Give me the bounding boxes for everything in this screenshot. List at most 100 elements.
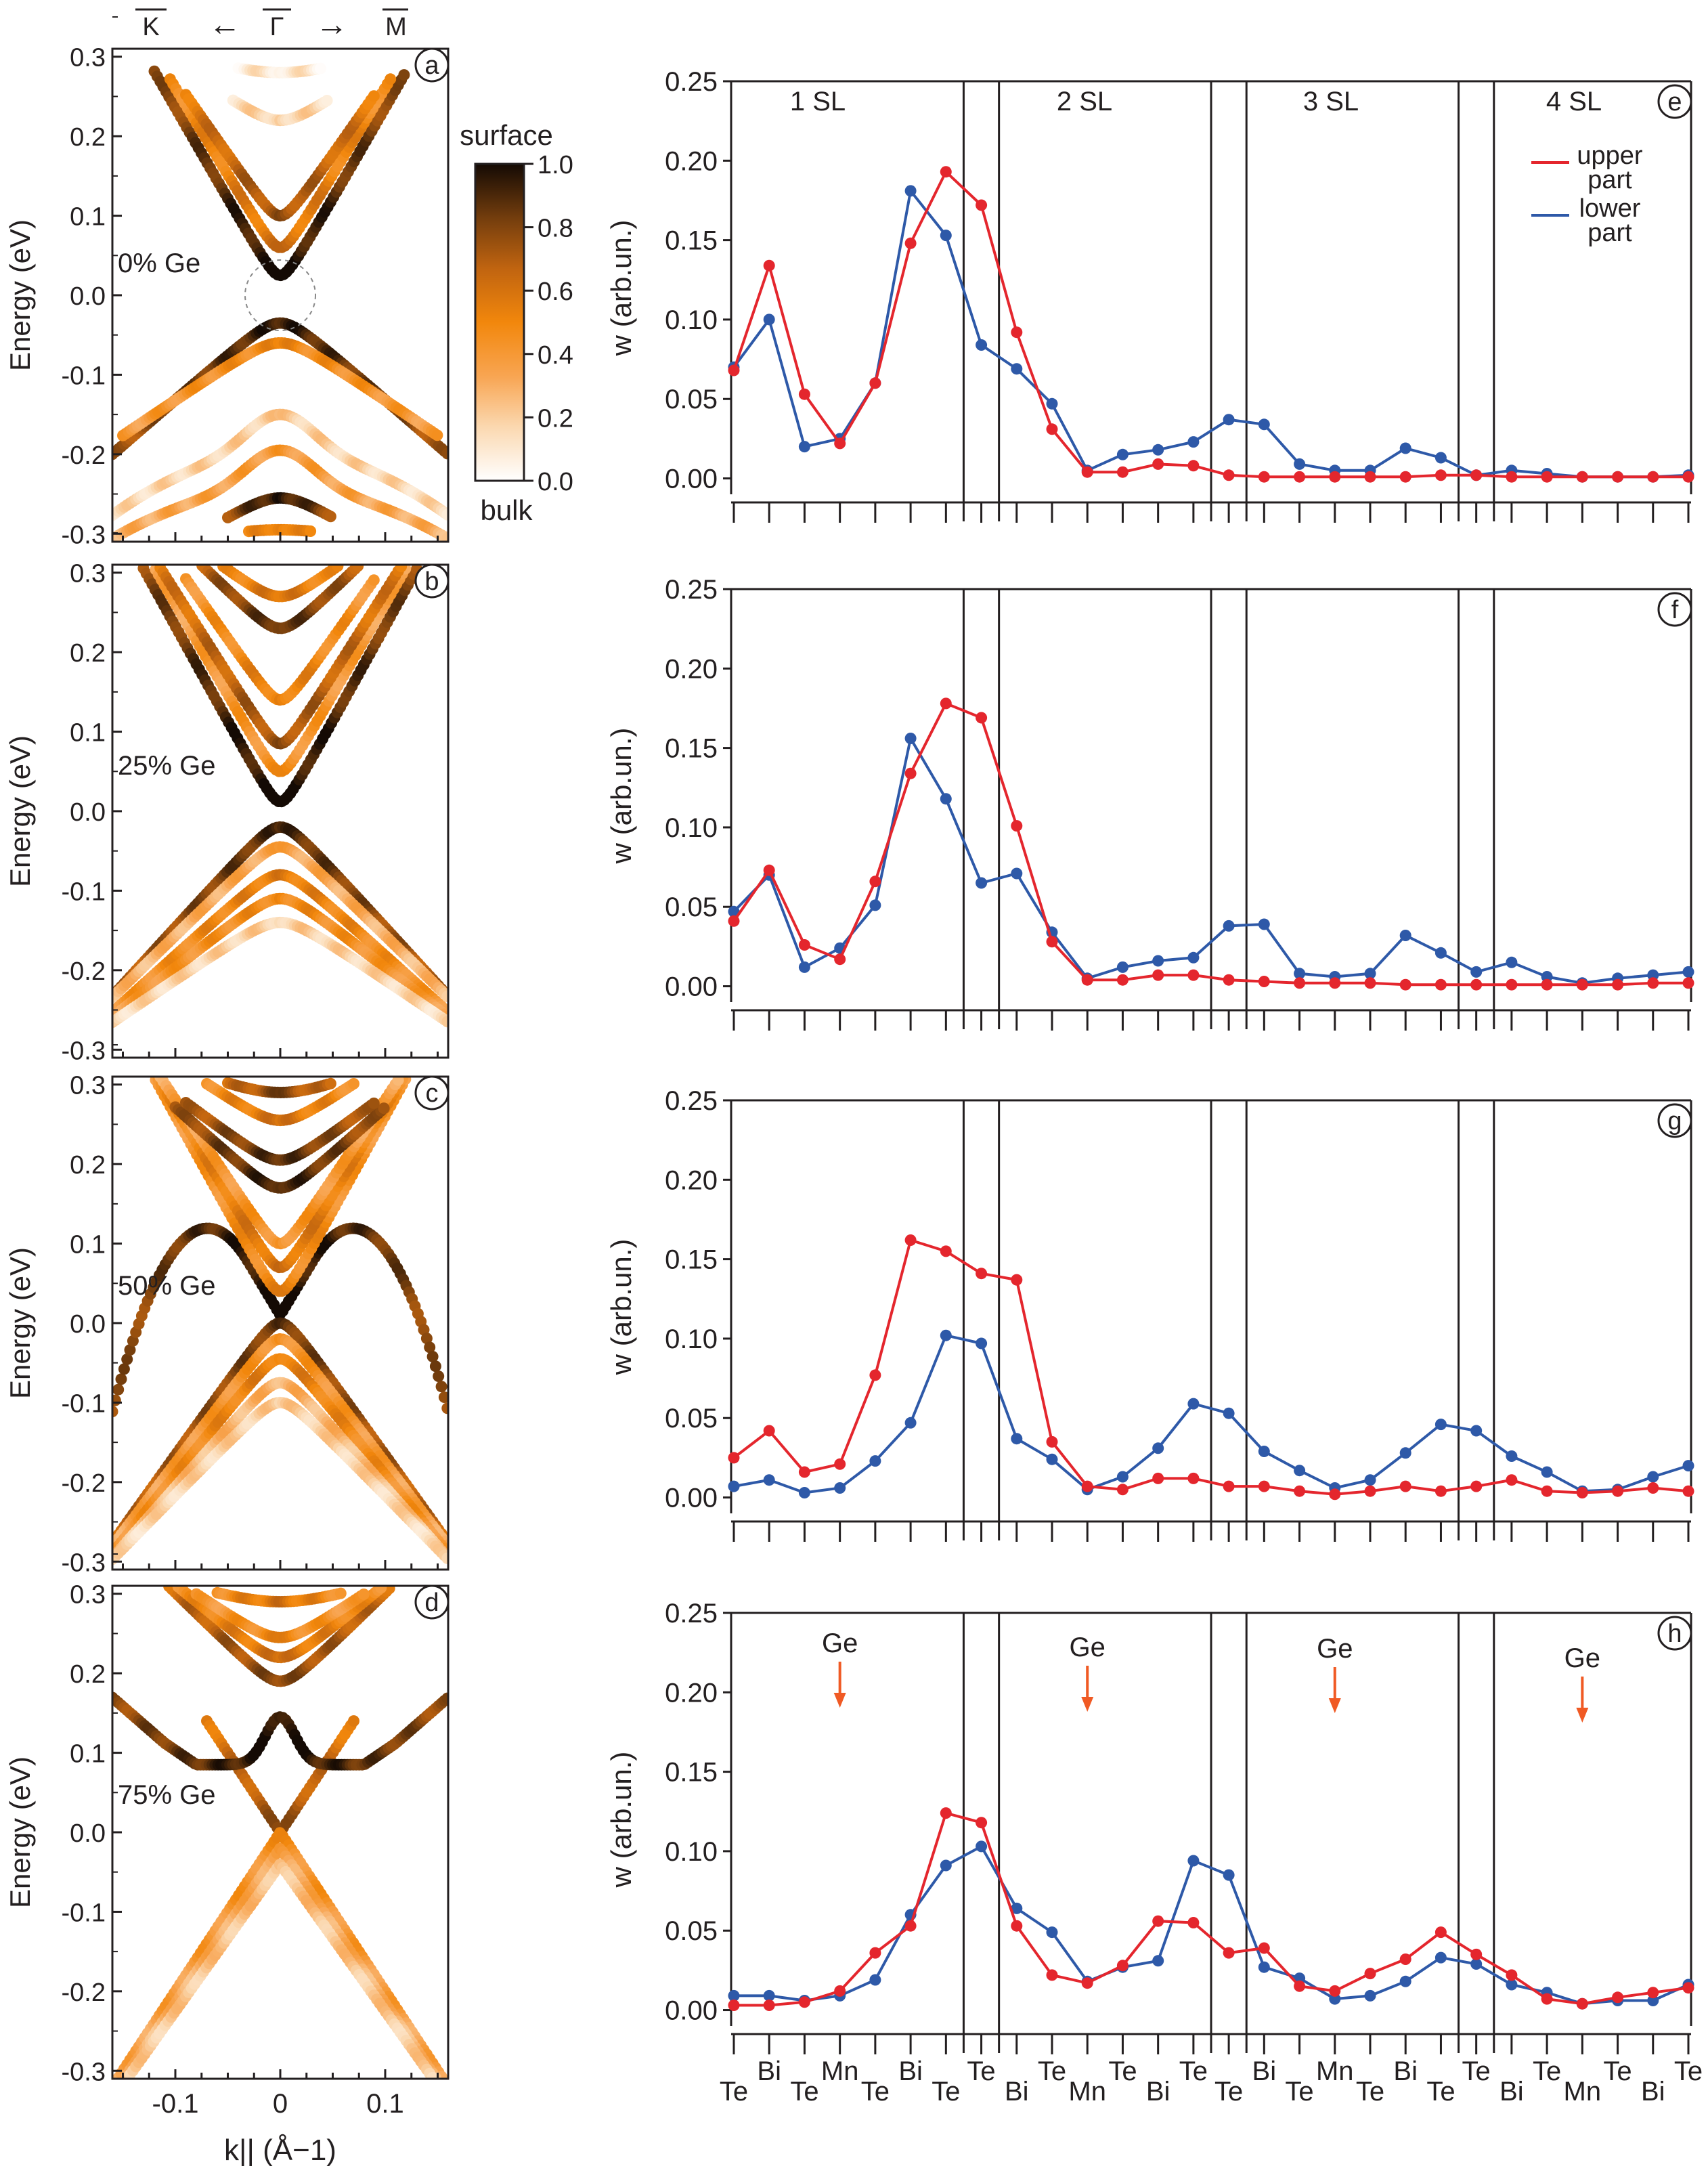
data-point	[1399, 1953, 1411, 1965]
y-tick-label: 0.1	[70, 203, 106, 232]
data-point	[1682, 1460, 1694, 1472]
data-point	[976, 1817, 988, 1829]
band-valence-2	[124, 1859, 439, 2079]
panel-label: a	[424, 51, 439, 80]
data-point	[904, 237, 917, 249]
arrow-left: ←	[209, 7, 241, 43]
data-point	[869, 377, 881, 389]
band-point	[118, 1363, 130, 1375]
data-point	[1541, 1466, 1553, 1478]
data-point	[1187, 1472, 1200, 1484]
series-line	[732, 701, 1688, 987]
legend-lower-l2: part	[1587, 219, 1632, 247]
data-point	[763, 1425, 775, 1437]
data-point	[1435, 1926, 1447, 1939]
band-point	[348, 1715, 359, 1727]
data-point	[1081, 1977, 1093, 1989]
data-point	[1506, 1969, 1518, 1981]
y-tick-label: 0.20	[665, 1165, 718, 1195]
atom-label: Bi	[1641, 2077, 1665, 2107]
data-point	[1116, 448, 1129, 460]
k-path-header: K ← Γ → M	[135, 7, 408, 43]
y-tick-label: 0.00	[665, 465, 718, 494]
data-point	[1329, 1985, 1341, 1997]
ge-annotation: Ge	[1070, 1633, 1105, 1712]
panel-label-circle	[1657, 1616, 1692, 1651]
data-point	[1399, 1447, 1411, 1459]
composition-label: 75% Ge	[118, 1780, 216, 1810]
atom-label: Te	[1674, 2056, 1703, 2086]
band-point	[324, 511, 336, 523]
band-point	[438, 1391, 448, 1403]
atom-label: Mn	[821, 2056, 859, 2086]
y-tick-label: 0.25	[665, 575, 718, 605]
data-point	[1258, 1446, 1270, 1457]
data-point	[834, 953, 846, 966]
y-tick-label: -0.1	[62, 1899, 106, 1927]
data-point	[1152, 1472, 1164, 1484]
data-point	[1011, 1902, 1023, 1914]
band-point	[441, 1552, 448, 1564]
y-tick-label: 0.00	[665, 1484, 718, 1513]
atom-label: Te	[1356, 2077, 1384, 2107]
data-point	[1294, 471, 1306, 483]
band-point	[352, 565, 364, 572]
y-tick-label: 0.05	[665, 892, 718, 922]
y-tick-label: 0.0	[70, 1819, 106, 1848]
band-point	[429, 1360, 441, 1373]
data-point	[1081, 1480, 1093, 1492]
data-point	[976, 1337, 988, 1349]
data-point	[798, 441, 810, 453]
data-point	[763, 1989, 775, 2002]
y-axis-label: Energy (eV)	[4, 735, 36, 887]
data-point	[1506, 471, 1518, 483]
series-line	[732, 188, 1689, 479]
band-conduction-4	[196, 565, 364, 634]
band-point	[368, 574, 380, 586]
band-point	[398, 69, 410, 81]
y-tick-label: 0.10	[665, 813, 718, 843]
y-axis-label: w (arb.un.)	[605, 220, 637, 357]
y-tick-label: 0.1	[70, 719, 106, 748]
data-point	[976, 199, 988, 211]
band-panel-c: -0.3 -0.2 -0.1 0.0 0.1 0.2 0.3 Energy (eV) 50% G…	[4, 1044, 450, 1577]
band-point	[426, 1351, 439, 1362]
section-label: 4 SL	[1546, 87, 1602, 116]
band-valence-2	[112, 408, 448, 521]
band-point	[127, 1335, 139, 1347]
panel-label-circle	[1657, 1103, 1692, 1138]
data-point	[1506, 1450, 1518, 1462]
data-point	[728, 2000, 740, 2011]
series-line	[734, 1811, 1689, 2007]
data-point	[1116, 1471, 1129, 1483]
data-point	[763, 864, 775, 876]
band-dirac-upper	[201, 1715, 359, 1838]
panel-label: b	[424, 567, 439, 596]
colorbar-tick-label: 0.6	[538, 278, 573, 306]
data-point	[1187, 1398, 1200, 1410]
data-point	[1470, 966, 1483, 978]
data-point	[1294, 1980, 1306, 1992]
data-point	[904, 733, 917, 744]
section-label: 3 SL	[1303, 87, 1359, 116]
band-point	[431, 429, 443, 441]
data-point	[1152, 955, 1164, 967]
data-point	[904, 1920, 917, 1932]
data-point	[1647, 977, 1659, 989]
label-m: M	[385, 13, 407, 41]
arrow-right: →	[315, 7, 348, 43]
series-line	[732, 735, 1689, 985]
y-tick-label: -0.1	[62, 878, 106, 906]
data-point	[1435, 1951, 1447, 1964]
band-point	[121, 1354, 133, 1365]
data-point	[1435, 1485, 1447, 1497]
band-point	[321, 95, 333, 106]
y-tick-label: -0.3	[62, 1037, 106, 1065]
data-point	[1612, 1991, 1624, 2004]
band-point	[392, 1077, 404, 1086]
data-point	[1329, 977, 1341, 989]
data-point	[728, 1452, 740, 1464]
section-label: 2 SL	[1057, 87, 1112, 116]
data-point	[1329, 471, 1341, 483]
y-tick-label: 0.20	[665, 146, 718, 176]
